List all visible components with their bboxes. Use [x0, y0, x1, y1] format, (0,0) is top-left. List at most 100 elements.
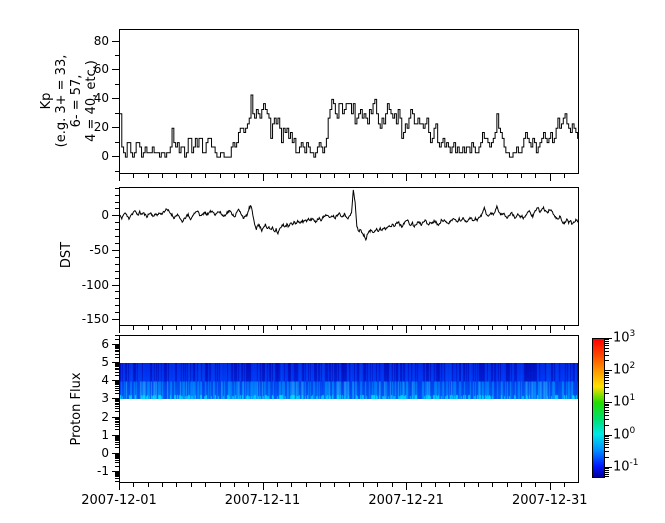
tick-mark — [205, 483, 207, 487]
tick-mark — [115, 383, 119, 385]
tick-mark — [115, 349, 119, 351]
tick-mark — [605, 437, 609, 439]
tick-mark — [605, 339, 609, 341]
tick-mark — [115, 419, 119, 421]
tick-mark — [391, 174, 393, 178]
tick-mark — [115, 447, 119, 449]
tick-mark — [115, 55, 119, 56]
colorbar-tick-label: 102 — [613, 361, 636, 378]
tick-mark — [262, 483, 264, 490]
colorbar-tick-label: 103 — [613, 329, 636, 346]
tick-mark — [605, 436, 609, 438]
tick-mark — [115, 229, 119, 231]
y-tick-label: -100 — [81, 277, 109, 292]
tick-mark — [449, 483, 451, 487]
y-tick-label: 5 — [101, 355, 109, 370]
tick-mark — [276, 174, 278, 178]
tick-mark — [535, 483, 537, 487]
tick-mark — [605, 375, 609, 377]
tick-mark — [115, 291, 119, 293]
tick-mark — [115, 480, 119, 482]
tick-mark — [564, 174, 566, 178]
tick-mark — [115, 369, 119, 371]
tick-mark — [434, 174, 436, 178]
tick-mark — [115, 305, 119, 307]
tick-mark — [133, 174, 135, 178]
tick-mark — [115, 346, 119, 348]
tick-mark — [112, 452, 119, 454]
tick-mark — [112, 127, 119, 129]
tick-mark — [605, 415, 609, 417]
tick-mark — [115, 83, 119, 85]
tick-mark — [115, 429, 119, 431]
tick-mark — [115, 435, 119, 437]
tick-mark — [112, 434, 119, 436]
y-tick-label: 0 — [101, 208, 109, 223]
tick-mark — [133, 483, 135, 487]
tick-mark — [605, 371, 609, 373]
tick-mark — [605, 419, 609, 421]
tick-mark — [605, 402, 612, 404]
tick-mark — [605, 341, 609, 343]
tick-mark — [115, 112, 119, 114]
tick-mark — [115, 344, 119, 346]
tick-mark — [115, 403, 119, 405]
tick-mark — [112, 362, 119, 364]
tick-mark — [115, 387, 119, 389]
tick-mark — [363, 326, 365, 330]
tick-mark — [605, 403, 609, 405]
tick-mark — [219, 326, 221, 330]
tick-mark — [463, 483, 465, 487]
tick-mark — [115, 407, 119, 409]
colorbar-tick-label: 10-1 — [613, 457, 639, 475]
tick-mark — [334, 326, 336, 330]
tick-mark — [115, 363, 119, 365]
tick-mark — [219, 483, 221, 487]
tick-mark — [190, 326, 192, 330]
tick-mark — [348, 174, 350, 178]
tick-mark — [112, 156, 119, 158]
x-tick-label: 2007-12-31 — [511, 493, 588, 508]
y-tick-label: 4 — [101, 373, 109, 388]
tick-mark — [549, 326, 551, 333]
tick-mark — [248, 483, 250, 487]
tick-mark — [115, 351, 119, 353]
tick-mark — [377, 483, 379, 487]
tick-mark — [176, 174, 178, 178]
tick-mark — [348, 483, 350, 487]
tick-mark — [334, 174, 336, 178]
tick-mark — [605, 457, 609, 459]
tick-mark — [115, 422, 119, 424]
tick-mark — [115, 208, 119, 210]
tick-mark — [115, 194, 119, 196]
tick-mark — [115, 471, 119, 473]
tick-mark — [115, 312, 119, 314]
tick-mark — [112, 319, 119, 321]
tick-mark — [162, 326, 164, 330]
tick-mark — [391, 483, 393, 487]
tick-mark — [205, 174, 207, 178]
tick-mark — [605, 444, 609, 446]
tick-mark — [605, 373, 609, 375]
y-tick-label: 0 — [101, 149, 109, 164]
tick-mark — [605, 447, 609, 449]
tick-mark — [506, 174, 508, 178]
tick-mark — [115, 384, 119, 386]
tick-mark — [115, 456, 119, 458]
tick-mark — [291, 326, 293, 330]
tick-mark — [115, 440, 119, 442]
tick-mark — [605, 379, 609, 381]
tick-mark — [162, 483, 164, 487]
tick-mark — [305, 174, 307, 178]
tick-mark — [406, 174, 408, 181]
tick-mark — [605, 469, 609, 471]
tick-mark — [605, 409, 609, 411]
tick-mark — [115, 389, 119, 391]
tick-mark — [276, 326, 278, 330]
tick-mark — [115, 420, 119, 422]
tick-mark — [112, 416, 119, 418]
tick-mark — [605, 350, 609, 352]
y-tick-label: 1 — [101, 427, 109, 442]
tick-mark — [605, 412, 609, 414]
x-tick-label: 2007-12-21 — [368, 493, 444, 508]
